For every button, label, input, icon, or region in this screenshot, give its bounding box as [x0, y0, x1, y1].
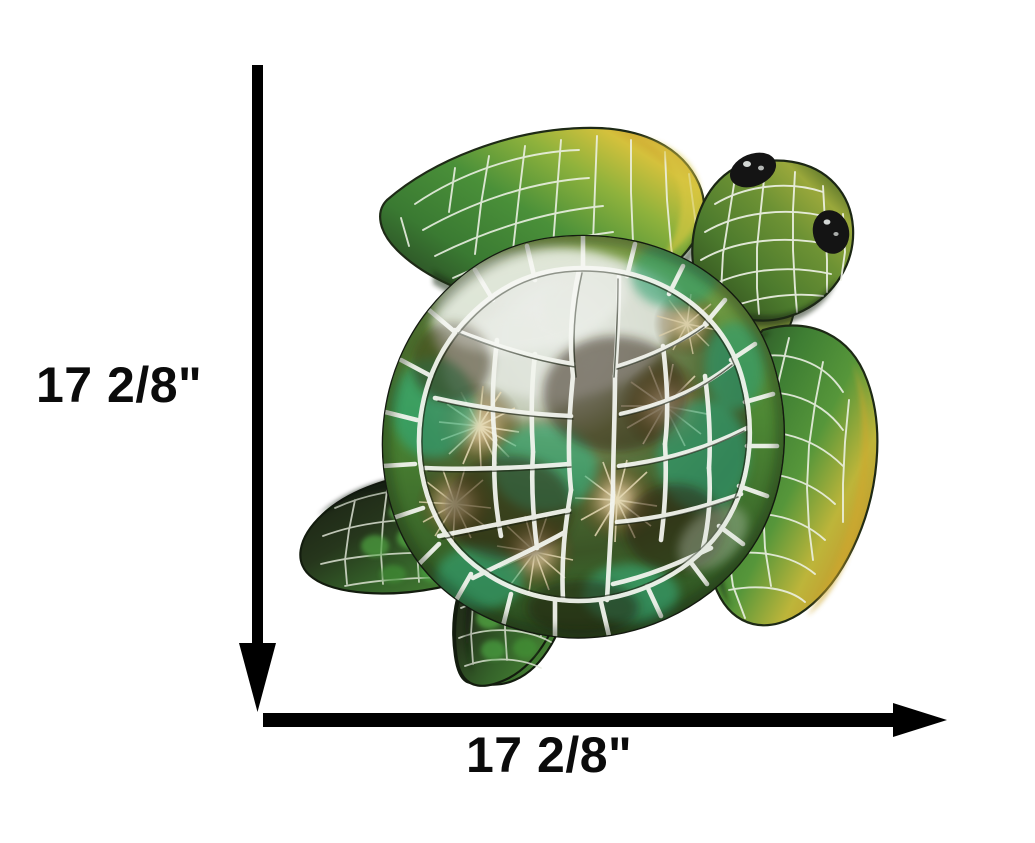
- width-dimension-label: 17 2/8": [466, 727, 633, 783]
- eye-left: [729, 152, 777, 188]
- height-arrow: [239, 65, 276, 712]
- height-dimension-label: 17 2/8": [36, 357, 203, 413]
- carapace-shell: [381, 234, 786, 639]
- sea-turtle-illustration: [283, 108, 883, 688]
- eye-right: [812, 210, 850, 254]
